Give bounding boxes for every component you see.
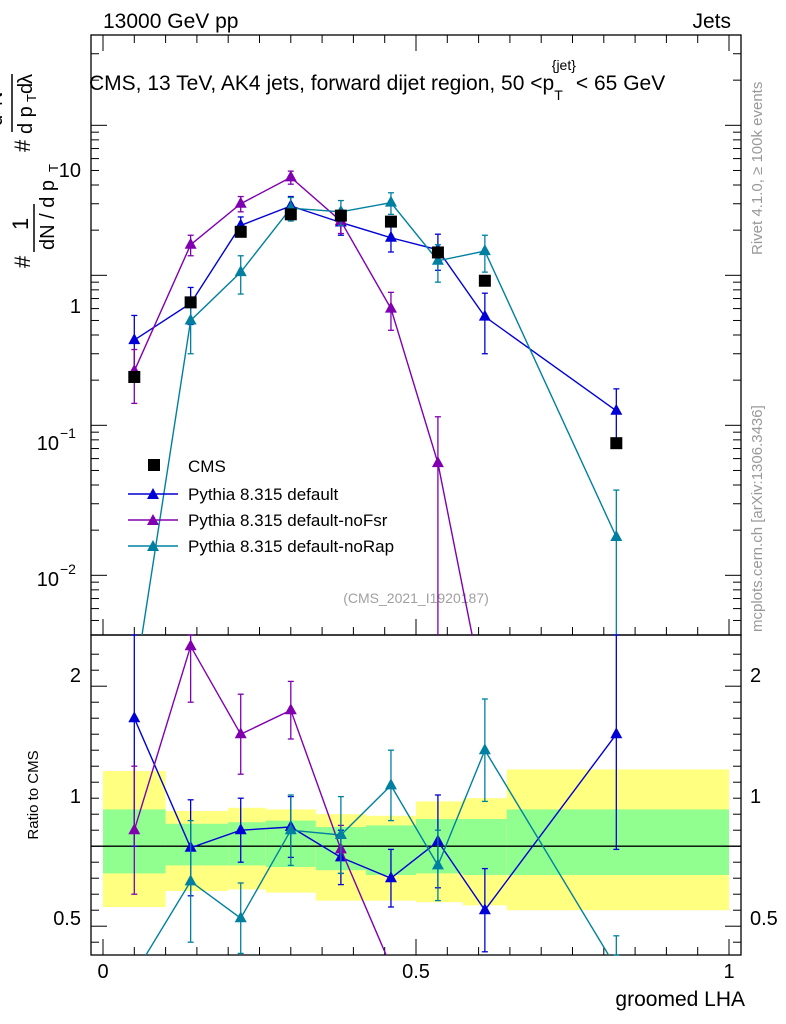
- ratio-point-2: [384, 778, 397, 790]
- xtick-label-0.5: 0.5: [402, 961, 430, 983]
- band-green: [462, 819, 507, 875]
- series-point-1: [384, 301, 397, 313]
- ratio-point-2: [478, 743, 491, 755]
- svg-text:T: T: [46, 164, 61, 172]
- data-point-cms: [478, 274, 491, 287]
- series-point-1: [431, 456, 444, 468]
- data-point-cms: [128, 370, 141, 383]
- ratio-point-1: [184, 639, 197, 651]
- ytick-label-0.01-exp: −2: [60, 561, 76, 577]
- header-right: Jets: [692, 10, 731, 33]
- ratio-tick-label-right-0.5: 0.5: [750, 908, 778, 930]
- ratio-point-2: [431, 858, 444, 870]
- band-green: [165, 823, 229, 866]
- series-point-1: [184, 237, 197, 249]
- ratio-line-1: [133, 644, 387, 955]
- chart-title-text: CMS, 13 TeV, AK4 jets, forward dijet reg…: [89, 57, 665, 103]
- data-point-cms: [610, 437, 623, 450]
- band-green: [506, 809, 729, 875]
- svg-text:d: d: [15, 83, 37, 94]
- ratio-tick-label-1: 1: [70, 786, 81, 808]
- data-point-cms: [184, 296, 197, 309]
- series-line-1: [133, 176, 473, 635]
- series-point-2: [184, 313, 197, 325]
- legend-marker-default: [147, 488, 159, 499]
- data-point-cms: [384, 215, 397, 228]
- svg-text:T: T: [24, 94, 39, 102]
- svg-text:#: #: [10, 139, 35, 152]
- svg-text:λ: λ: [15, 74, 37, 84]
- ratio-point-1: [284, 703, 297, 715]
- ratio-tick-label-2: 2: [70, 665, 81, 687]
- series-point-2: [431, 253, 444, 265]
- ratio-point-0: [610, 727, 623, 739]
- ytick-label-1: 1: [70, 296, 81, 318]
- svg-text:d: d: [0, 115, 7, 126]
- ratio-uncertainty-bands: [103, 769, 729, 911]
- ratio-point-2: [184, 874, 197, 886]
- series-point-0: [610, 403, 623, 415]
- legend-label-default: Pythia 8.315 default: [188, 485, 339, 504]
- series-point-0: [128, 333, 141, 345]
- y-axis-label: # 1 dN / d p T # d 2 N d p T d λ: [0, 74, 61, 268]
- legend-marker-cms: [148, 459, 160, 471]
- data-point-cms: [234, 225, 247, 238]
- ratio-tick-label-right-2: 2: [750, 665, 761, 687]
- ratio-point-2: [284, 823, 297, 835]
- chart-title: CMS, 13 TeV, AK4 jets, forward dijet reg…: [89, 57, 665, 103]
- series-point-2: [610, 530, 623, 542]
- ratio-tick-label-right-1: 1: [750, 786, 761, 808]
- ratio-point-2: [234, 911, 247, 923]
- analysis-watermark: (CMS_2021_I1920187): [343, 590, 489, 606]
- ratio-tick-label-0.5: 0.5: [53, 908, 81, 930]
- ytick-label-10: 10: [59, 160, 81, 182]
- ratio-y-axis-label: Ratio to CMS: [25, 750, 42, 839]
- ytick-label-0.01: 10 −2: [37, 561, 76, 591]
- legend-label-norap: Pythia 8.315 default-noRap: [188, 537, 394, 556]
- main-plot-data: [128, 170, 623, 635]
- rivet-label: Rivet 4.1.0, ≥ 100k events: [749, 82, 766, 255]
- series-point-0: [384, 230, 397, 242]
- ratio-point-2: [334, 828, 347, 839]
- ratio-point-0: [128, 711, 141, 723]
- series-point-2: [384, 195, 397, 207]
- axis-ticks: [91, 34, 741, 955]
- series-point-1: [284, 170, 297, 182]
- ytick-label-0.1: 10 −1: [37, 425, 76, 455]
- svg-text:d p: d p: [15, 106, 37, 134]
- ratio-plot-data: [128, 634, 623, 956]
- ratio-point-1: [128, 823, 141, 835]
- legend-label-nofsr: Pythia 8.315 default-noFsr: [188, 511, 388, 530]
- svg-text:1: 1: [8, 218, 33, 230]
- ratio-point-0: [384, 871, 397, 883]
- legend-marker-norap: [147, 540, 159, 551]
- legend-marker-nofsr: [147, 514, 159, 525]
- legend-label-cms: CMS: [188, 457, 226, 476]
- ratio-point-0: [478, 903, 491, 915]
- series-point-2: [478, 244, 491, 256]
- ytick-label-0.1-base: 10: [37, 433, 59, 455]
- series-point-0: [478, 309, 491, 321]
- mcplots-label: mcplots.cern.ch [arXiv:1306.3436]: [749, 405, 766, 632]
- legend: CMS Pythia 8.315 default Pythia 8.315 de…: [128, 457, 394, 556]
- ratio-point-1: [234, 727, 247, 739]
- header-left: 13000 GeV pp: [103, 10, 238, 33]
- ytick-label-0.1-exp: −1: [60, 425, 76, 441]
- data-point-cms: [334, 209, 347, 222]
- svg-text:dN / d p: dN / d p: [37, 180, 59, 250]
- ratio-point-0: [234, 823, 247, 835]
- ytick-label-0.01-base: 10: [37, 569, 59, 591]
- series-line-2: [141, 201, 617, 635]
- data-point-cms: [284, 208, 297, 221]
- x-axis-label: groomed LHA: [615, 988, 745, 1011]
- svg-text:#: #: [10, 255, 35, 268]
- svg-text:N: N: [0, 92, 7, 106]
- series-point-2: [234, 265, 247, 277]
- series-point-1: [234, 196, 247, 208]
- data-point-cms: [431, 246, 444, 259]
- xtick-label-1: 1: [723, 961, 734, 983]
- xtick-label-0: 0: [97, 961, 108, 983]
